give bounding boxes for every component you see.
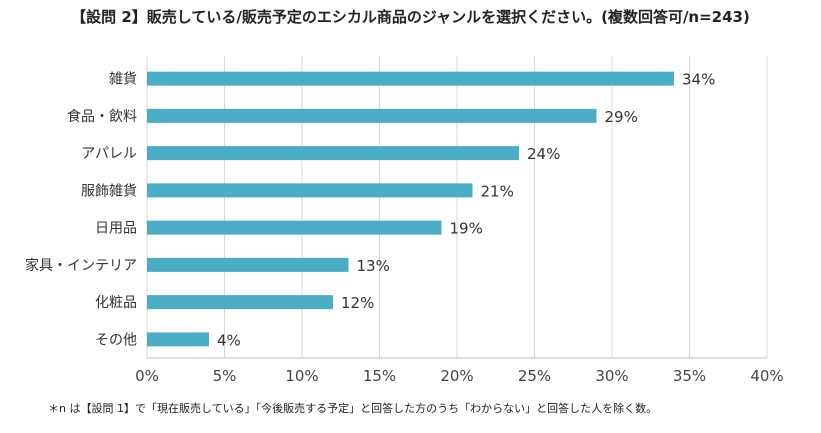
x-tick-label: 5% xyxy=(213,367,237,385)
bar xyxy=(147,295,333,310)
x-tick-label: 10% xyxy=(285,367,318,385)
category-label: 日用品 xyxy=(95,221,137,237)
category-label: 雑貨 xyxy=(109,71,137,88)
x-tick-label: 40% xyxy=(750,367,783,385)
data-label: 12% xyxy=(341,294,374,312)
category-label: 服飾雑貨 xyxy=(81,182,137,199)
data-label: 29% xyxy=(605,108,638,126)
category-label: アパレル xyxy=(81,146,137,162)
chart-title: 【設問 2】販売している/販売予定のエシカル商品のジャンルを選択ください。(複数… xyxy=(71,8,750,26)
data-label: 24% xyxy=(527,145,560,163)
bar xyxy=(147,257,349,272)
x-tick-label: 25% xyxy=(518,367,551,385)
x-tick-label: 30% xyxy=(595,367,628,385)
category-label: 食品・飲料 xyxy=(67,108,137,125)
bar xyxy=(147,332,209,347)
footnote: ＊n は【設問 1】で「現在販売している」「今後販売する予定」と回答した方のうち… xyxy=(48,402,658,415)
category-label: 化粧品 xyxy=(95,295,137,311)
x-tick-label: 0% xyxy=(135,367,159,385)
bar xyxy=(147,220,442,235)
x-tick-label: 35% xyxy=(673,367,706,385)
category-label: 家具・インテリア xyxy=(25,257,137,274)
category-label: その他 xyxy=(95,332,137,348)
bar xyxy=(147,71,674,86)
bar xyxy=(147,183,473,198)
data-label: 13% xyxy=(357,257,390,275)
data-label: 21% xyxy=(481,182,514,200)
bar xyxy=(147,108,597,123)
x-tick-label: 15% xyxy=(363,367,396,385)
data-label: 19% xyxy=(450,220,483,238)
bar xyxy=(147,146,519,161)
data-label: 4% xyxy=(217,331,241,349)
data-label: 34% xyxy=(682,71,715,89)
x-tick-label: 20% xyxy=(440,367,473,385)
